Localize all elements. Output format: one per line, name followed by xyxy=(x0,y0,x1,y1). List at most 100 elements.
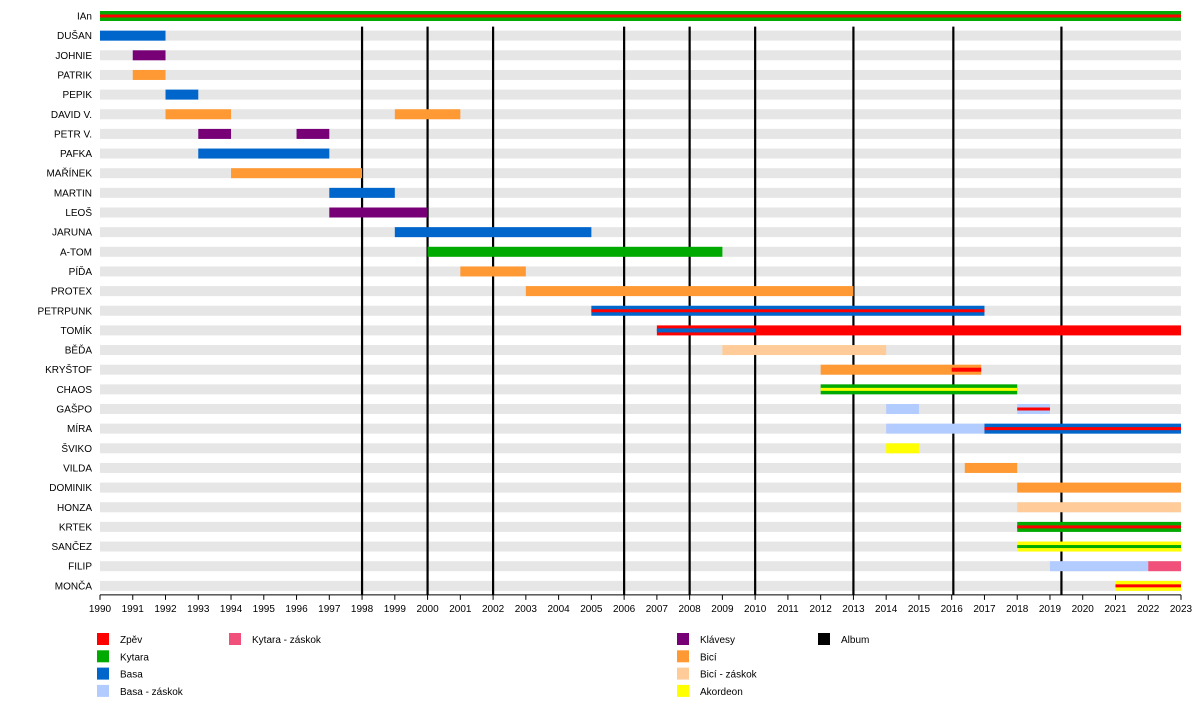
member-bar xyxy=(132,69,166,80)
x-tick-label: 1998 xyxy=(351,604,374,615)
row-stripe xyxy=(100,50,1181,61)
legend-swatch xyxy=(677,684,689,697)
member-bar-overlay xyxy=(820,387,1018,391)
row-stripe xyxy=(100,482,1181,493)
member-bar xyxy=(656,325,1181,336)
x-tick-label: 1999 xyxy=(384,604,407,615)
legend-label: Klávesy xyxy=(700,635,735,646)
member-bar xyxy=(198,128,232,139)
x-tick-label: 2011 xyxy=(777,604,799,615)
member-label: MAŘÍNEK xyxy=(46,167,92,180)
legend-label: Basa - záskok xyxy=(120,687,184,698)
x-tick-label: 2004 xyxy=(547,604,570,615)
member-bar xyxy=(198,148,330,159)
member-label: MONČA xyxy=(55,579,93,592)
legend-label: Basa xyxy=(120,670,143,681)
member-bar-overlay xyxy=(1017,407,1050,411)
member-bars xyxy=(100,11,1181,591)
member-bar-overlay xyxy=(100,14,1181,18)
row-stripe xyxy=(100,423,1181,434)
row-stripe xyxy=(100,580,1181,591)
member-bar xyxy=(460,266,526,277)
x-tick-label: 2012 xyxy=(810,604,833,615)
x-tick-label: 1994 xyxy=(220,604,243,615)
member-bar xyxy=(329,187,395,198)
x-tick-label: 2023 xyxy=(1170,604,1193,615)
row-stripe xyxy=(100,89,1181,100)
row-stripe xyxy=(100,404,1181,414)
x-tick-label: 2014 xyxy=(875,604,898,615)
member-bar xyxy=(886,404,919,414)
member-label: VILDA xyxy=(63,463,92,474)
x-tick-label: 1990 xyxy=(89,604,112,615)
member-bar xyxy=(1148,561,1181,572)
member-bar xyxy=(394,227,592,238)
row-stripe xyxy=(100,325,1181,336)
row-stripe xyxy=(100,168,1181,179)
member-label: PAFKA xyxy=(60,149,92,160)
row-stripe xyxy=(100,207,1181,218)
x-tick-label: 2006 xyxy=(613,604,636,615)
member-label: A-TOM xyxy=(60,247,92,258)
legend-swatch xyxy=(97,650,109,663)
member-label: PÍĎA xyxy=(69,265,93,278)
member-label: JARUNA xyxy=(52,228,92,239)
x-tick-label: 2019 xyxy=(1039,604,1062,615)
member-label: CHAOS xyxy=(56,385,92,396)
x-tick-label: 2013 xyxy=(842,604,865,615)
member-labels: IAn DUŠAN JOHNIE PATRIK PEPIK DAVID V. PETR V.… xyxy=(38,12,93,593)
row-stripe xyxy=(100,384,1181,395)
member-label: PETR V. xyxy=(54,129,92,140)
x-tick-label: 2010 xyxy=(744,604,767,615)
member-label: DUŠAN xyxy=(57,29,92,42)
member-label: PATRIK xyxy=(57,70,92,81)
row-stripe xyxy=(100,364,1181,375)
member-bar xyxy=(394,109,461,120)
row-stripe xyxy=(100,541,1181,552)
legend-swatch xyxy=(818,633,830,645)
legend-label: Akordeon xyxy=(700,687,743,698)
member-bar-thin xyxy=(656,328,756,333)
member-bar-overlay xyxy=(1017,545,1181,549)
x-tick-label: 2005 xyxy=(580,604,603,615)
member-label: PROTEX xyxy=(51,287,92,298)
member-bar-overlay xyxy=(1017,525,1181,529)
member-bar xyxy=(165,89,199,100)
member-bar-overlay xyxy=(1115,584,1181,588)
member-bar xyxy=(132,50,166,61)
row-stripe xyxy=(100,128,1181,139)
member-bar xyxy=(1017,482,1181,493)
x-tick-label: 1996 xyxy=(285,604,308,615)
legend: Zpěv Kytara Basa Basa - záskok Kytara - zásk… xyxy=(97,633,869,698)
member-bar xyxy=(427,246,723,257)
member-bar xyxy=(231,168,363,179)
row-stripe xyxy=(100,30,1181,41)
member-bar xyxy=(296,128,330,139)
member-bar-thin xyxy=(951,367,982,372)
row-stripe xyxy=(100,109,1181,120)
legend-label: Zpěv xyxy=(120,635,142,646)
member-bar xyxy=(886,443,919,454)
x-tick-label: 2020 xyxy=(1072,604,1095,615)
row-stripe xyxy=(100,462,1181,473)
x-tick-label: 1995 xyxy=(253,604,276,615)
member-bar xyxy=(329,207,428,218)
member-label: PETRPUNK xyxy=(38,306,93,317)
legend-label: Bicí xyxy=(700,652,717,663)
member-label: GAŠPO xyxy=(56,403,92,416)
x-tick-label: 2022 xyxy=(1137,604,1160,615)
x-tick-label: 1992 xyxy=(154,604,177,615)
member-label: KRYŠTOF xyxy=(45,363,92,376)
member-label: JOHNIE xyxy=(55,51,92,62)
x-tick-label: 2018 xyxy=(1006,604,1029,615)
legend-label: Kytara xyxy=(120,652,149,663)
member-label: HONZA xyxy=(57,503,92,514)
row-stripe xyxy=(100,345,1181,356)
x-tick-label: 2007 xyxy=(646,604,669,615)
member-label: MARTIN xyxy=(54,188,92,199)
x-tick-label: 2003 xyxy=(515,604,538,615)
x-tick-label: 2015 xyxy=(908,604,931,615)
x-tick-label: 1993 xyxy=(187,604,210,615)
legend-swatch xyxy=(677,650,689,663)
